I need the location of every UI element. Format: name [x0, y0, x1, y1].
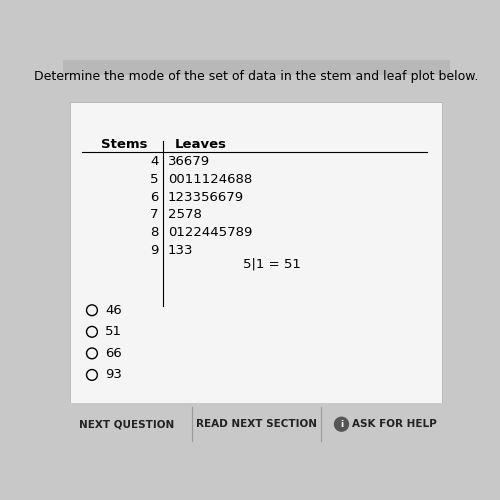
Text: Stems: Stems — [101, 138, 148, 151]
Text: Leaves: Leaves — [175, 138, 227, 151]
Circle shape — [334, 418, 348, 431]
Text: 5|1 = 51: 5|1 = 51 — [243, 258, 300, 270]
Text: 66: 66 — [105, 347, 122, 360]
Text: 5: 5 — [150, 173, 158, 186]
Text: 123356679: 123356679 — [168, 190, 244, 203]
FancyBboxPatch shape — [70, 102, 442, 403]
Bar — [62, 60, 450, 76]
Text: 9: 9 — [150, 244, 158, 256]
Bar — [62, 402, 450, 445]
Text: 46: 46 — [105, 304, 122, 317]
Text: i: i — [340, 420, 343, 428]
Text: Determine the mode of the set of data in the stem and leaf plot below.: Determine the mode of the set of data in… — [34, 70, 478, 84]
Text: 2578: 2578 — [168, 208, 202, 222]
Text: NEXT QUESTION: NEXT QUESTION — [79, 419, 174, 429]
Text: 4: 4 — [150, 155, 158, 168]
Text: 133: 133 — [168, 244, 194, 256]
Text: ASK FOR HELP: ASK FOR HELP — [352, 419, 437, 429]
Text: 8: 8 — [150, 226, 158, 239]
Text: 51: 51 — [105, 326, 122, 338]
Text: 93: 93 — [105, 368, 122, 382]
Text: READ NEXT SECTION: READ NEXT SECTION — [196, 419, 317, 429]
Text: 7: 7 — [150, 208, 158, 222]
Text: 0122445789: 0122445789 — [168, 226, 252, 239]
Text: 36679: 36679 — [168, 155, 210, 168]
Text: 0011124688: 0011124688 — [168, 173, 252, 186]
Text: 6: 6 — [150, 190, 158, 203]
